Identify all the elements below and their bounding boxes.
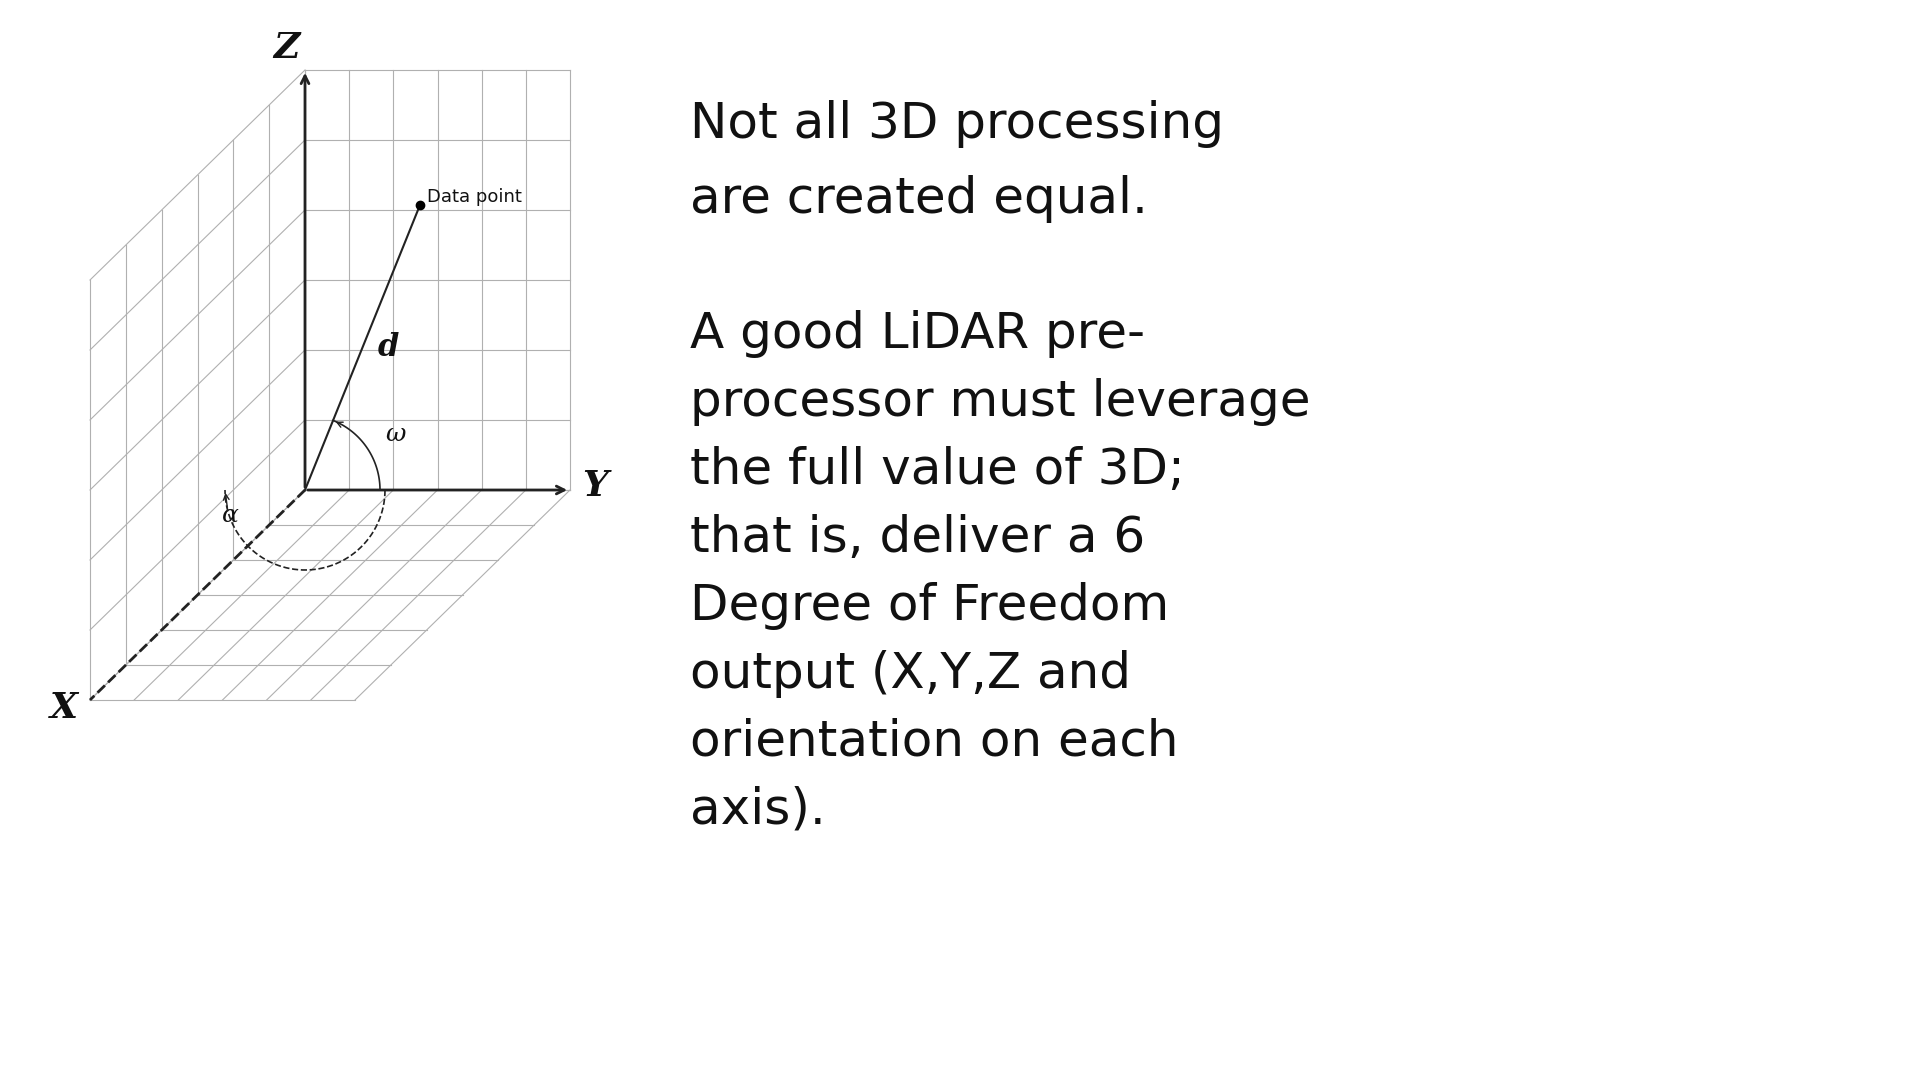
Text: that is, deliver a 6: that is, deliver a 6 <box>689 514 1144 562</box>
Text: orientation on each: orientation on each <box>689 718 1179 766</box>
Text: Not all 3D processing: Not all 3D processing <box>689 100 1225 148</box>
Text: Data point: Data point <box>426 188 522 206</box>
Text: α: α <box>223 504 238 527</box>
Text: axis).: axis). <box>689 786 826 834</box>
Text: the full value of 3D;: the full value of 3D; <box>689 446 1185 494</box>
Text: X: X <box>50 691 79 725</box>
Text: output (X,Y,Z and: output (X,Y,Z and <box>689 650 1131 698</box>
Text: A good LiDAR pre-: A good LiDAR pre- <box>689 310 1144 357</box>
Text: processor must leverage: processor must leverage <box>689 378 1311 426</box>
Text: d: d <box>378 332 399 363</box>
Text: Degree of Freedom: Degree of Freedom <box>689 582 1169 630</box>
Text: Z: Z <box>273 31 300 65</box>
Text: are created equal.: are created equal. <box>689 175 1148 222</box>
Text: ω: ω <box>386 423 407 446</box>
Text: Y: Y <box>582 469 609 503</box>
